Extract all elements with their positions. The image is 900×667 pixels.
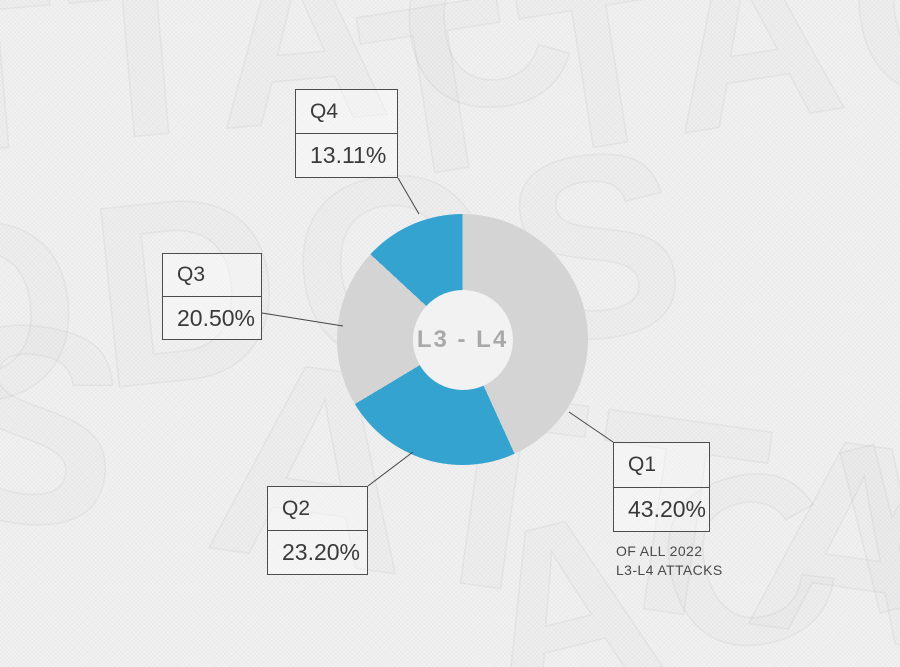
- segment-label: Q1: [614, 443, 709, 488]
- donut-chart: L3 - L4: [337, 214, 588, 465]
- callout-box-q1: Q1 43.20%: [613, 442, 710, 532]
- segment-label: Q4: [296, 90, 397, 134]
- segment-value: 43.20%: [628, 495, 707, 522]
- connector-line-q3: [261, 312, 344, 327]
- connector-line-q2: [367, 451, 414, 487]
- callout-box-q4: Q4 13.11%: [295, 89, 398, 178]
- segment-label: Q3: [163, 254, 261, 297]
- connector-line-q4: [397, 177, 420, 215]
- donut-center-label: L3 - L4: [416, 325, 509, 353]
- callout-box-q3: Q3 20.50%: [162, 253, 262, 340]
- footnote-line: L3-L4 ATTACKS: [616, 562, 723, 578]
- footnote-line: OF ALL 2022: [616, 543, 703, 559]
- callout-box-q2: Q2 23.20%: [267, 486, 368, 575]
- donut-hole: L3 - L4: [412, 289, 513, 390]
- chart-footnote: OF ALL 2022 L3-L4 ATTACKS: [616, 542, 723, 580]
- segment-label: Q2: [268, 487, 367, 531]
- segment-value: 20.50%: [177, 304, 256, 331]
- connector-line-q1: [568, 411, 614, 443]
- segment-value: 23.20%: [282, 539, 361, 565]
- segment-value: 13.11%: [310, 142, 387, 168]
